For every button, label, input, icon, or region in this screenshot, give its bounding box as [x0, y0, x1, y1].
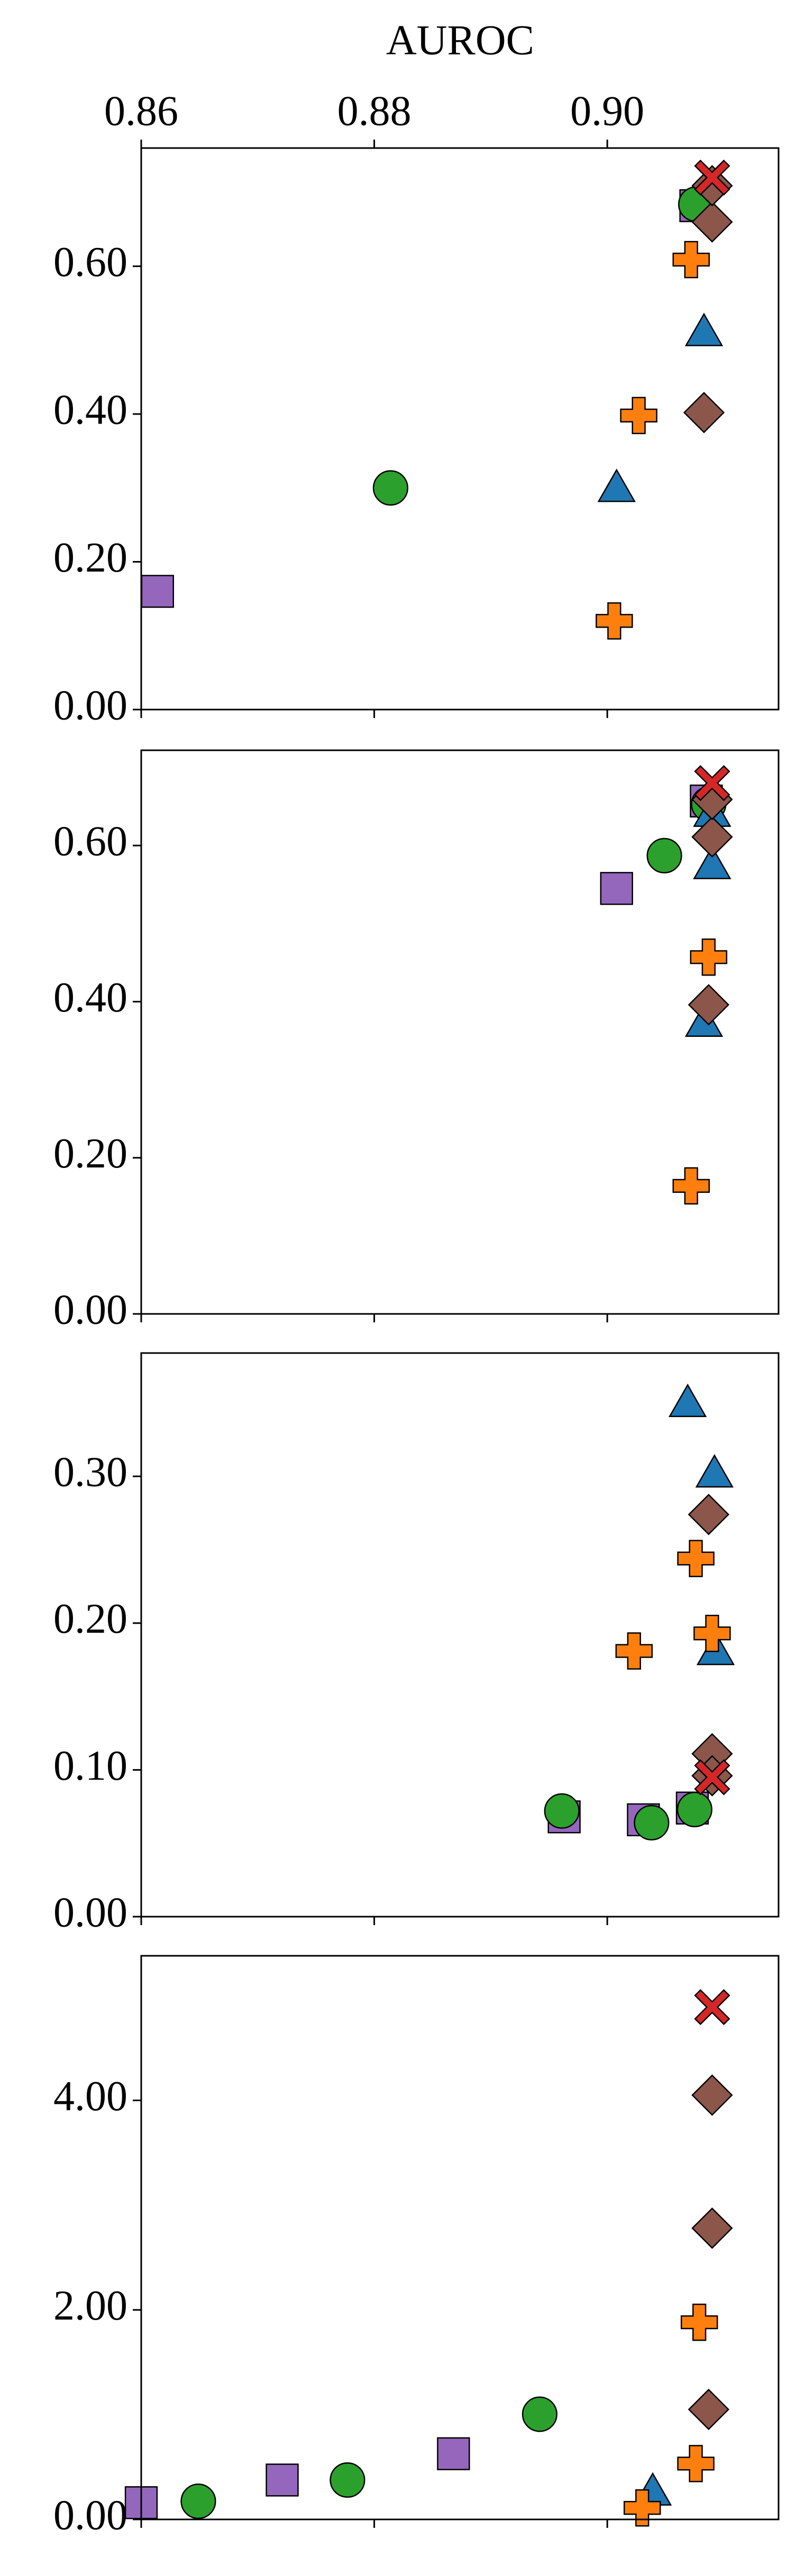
x-tick-label: 0.88	[337, 88, 411, 134]
marker	[372, 470, 408, 506]
marker	[615, 1632, 653, 1670]
axes-frame	[140, 1955, 780, 2520]
marker	[684, 312, 724, 346]
panel: 0.00 0.20 0.40 0.60 0.86 0.88 0.90	[53, 88, 780, 729]
y-tick-label: 0.60	[53, 818, 127, 864]
marker	[180, 2483, 216, 2519]
marker	[695, 1454, 734, 1488]
panel: 0.00 0.20 0.40 0.60	[53, 749, 780, 1333]
marker	[688, 2388, 729, 2431]
y-tick-label: 0.00	[53, 682, 127, 729]
axes-frame	[140, 749, 780, 1315]
marker	[141, 575, 175, 608]
marker	[672, 241, 710, 279]
marker	[600, 872, 633, 905]
marker	[691, 816, 733, 858]
y-tick-label: 0.30	[53, 1449, 127, 1496]
y-tick-label: 0.00	[53, 1286, 127, 1333]
y-tick-label: 0.20	[53, 1596, 127, 1642]
y-tick-label: 0.60	[53, 239, 127, 286]
marker	[694, 1759, 730, 1796]
x-axis-label: AUROC	[386, 17, 534, 63]
marker	[676, 1791, 712, 1827]
y-tick-label: 0.40	[53, 974, 127, 1021]
marker	[694, 765, 730, 802]
y-tick-label: 4.00	[53, 2073, 127, 2120]
marker	[688, 984, 729, 1026]
y-tick-label: 0.00	[53, 1889, 127, 1936]
marker	[690, 939, 728, 976]
marker	[688, 1494, 729, 1535]
marker	[266, 2463, 299, 2497]
marker	[634, 1805, 670, 1841]
marker	[680, 2303, 718, 2341]
marker	[693, 1614, 731, 1652]
marker	[672, 1167, 710, 1205]
marker	[691, 201, 733, 243]
marker	[624, 2489, 661, 2527]
marker	[694, 1989, 730, 2026]
y-tick-label: 0.20	[53, 1130, 127, 1177]
marker	[694, 159, 730, 196]
panel: 0.00 0.10 0.20 0.30	[53, 1352, 780, 1936]
axes-frame	[140, 1352, 780, 1918]
marker	[646, 838, 682, 873]
marker	[691, 2074, 733, 2116]
marker	[437, 2437, 470, 2470]
marker	[669, 1383, 707, 1418]
marker	[522, 2396, 557, 2432]
marker	[677, 2445, 715, 2482]
marker	[620, 397, 657, 435]
marker	[677, 1540, 715, 1577]
y-tick-label: 0.00	[53, 2492, 127, 2538]
marker	[691, 165, 733, 207]
y-tick-label: 0.40	[53, 387, 127, 433]
y-tick-label: 0.10	[53, 1743, 127, 1789]
marker	[683, 392, 725, 434]
y-tick-label: 0.20	[53, 535, 127, 581]
y-tick-label: 2.00	[53, 2283, 127, 2329]
axes-frame	[140, 147, 780, 711]
x-tick-label: 0.90	[570, 88, 644, 134]
marker	[330, 2462, 365, 2498]
marker	[597, 468, 636, 502]
marker	[693, 845, 731, 879]
panel: 0.00 2.00 4.00	[53, 1955, 780, 2538]
marker	[544, 1793, 580, 1829]
x-tick-label: 0.86	[104, 88, 178, 134]
marker	[691, 2207, 733, 2249]
marker	[596, 602, 633, 640]
